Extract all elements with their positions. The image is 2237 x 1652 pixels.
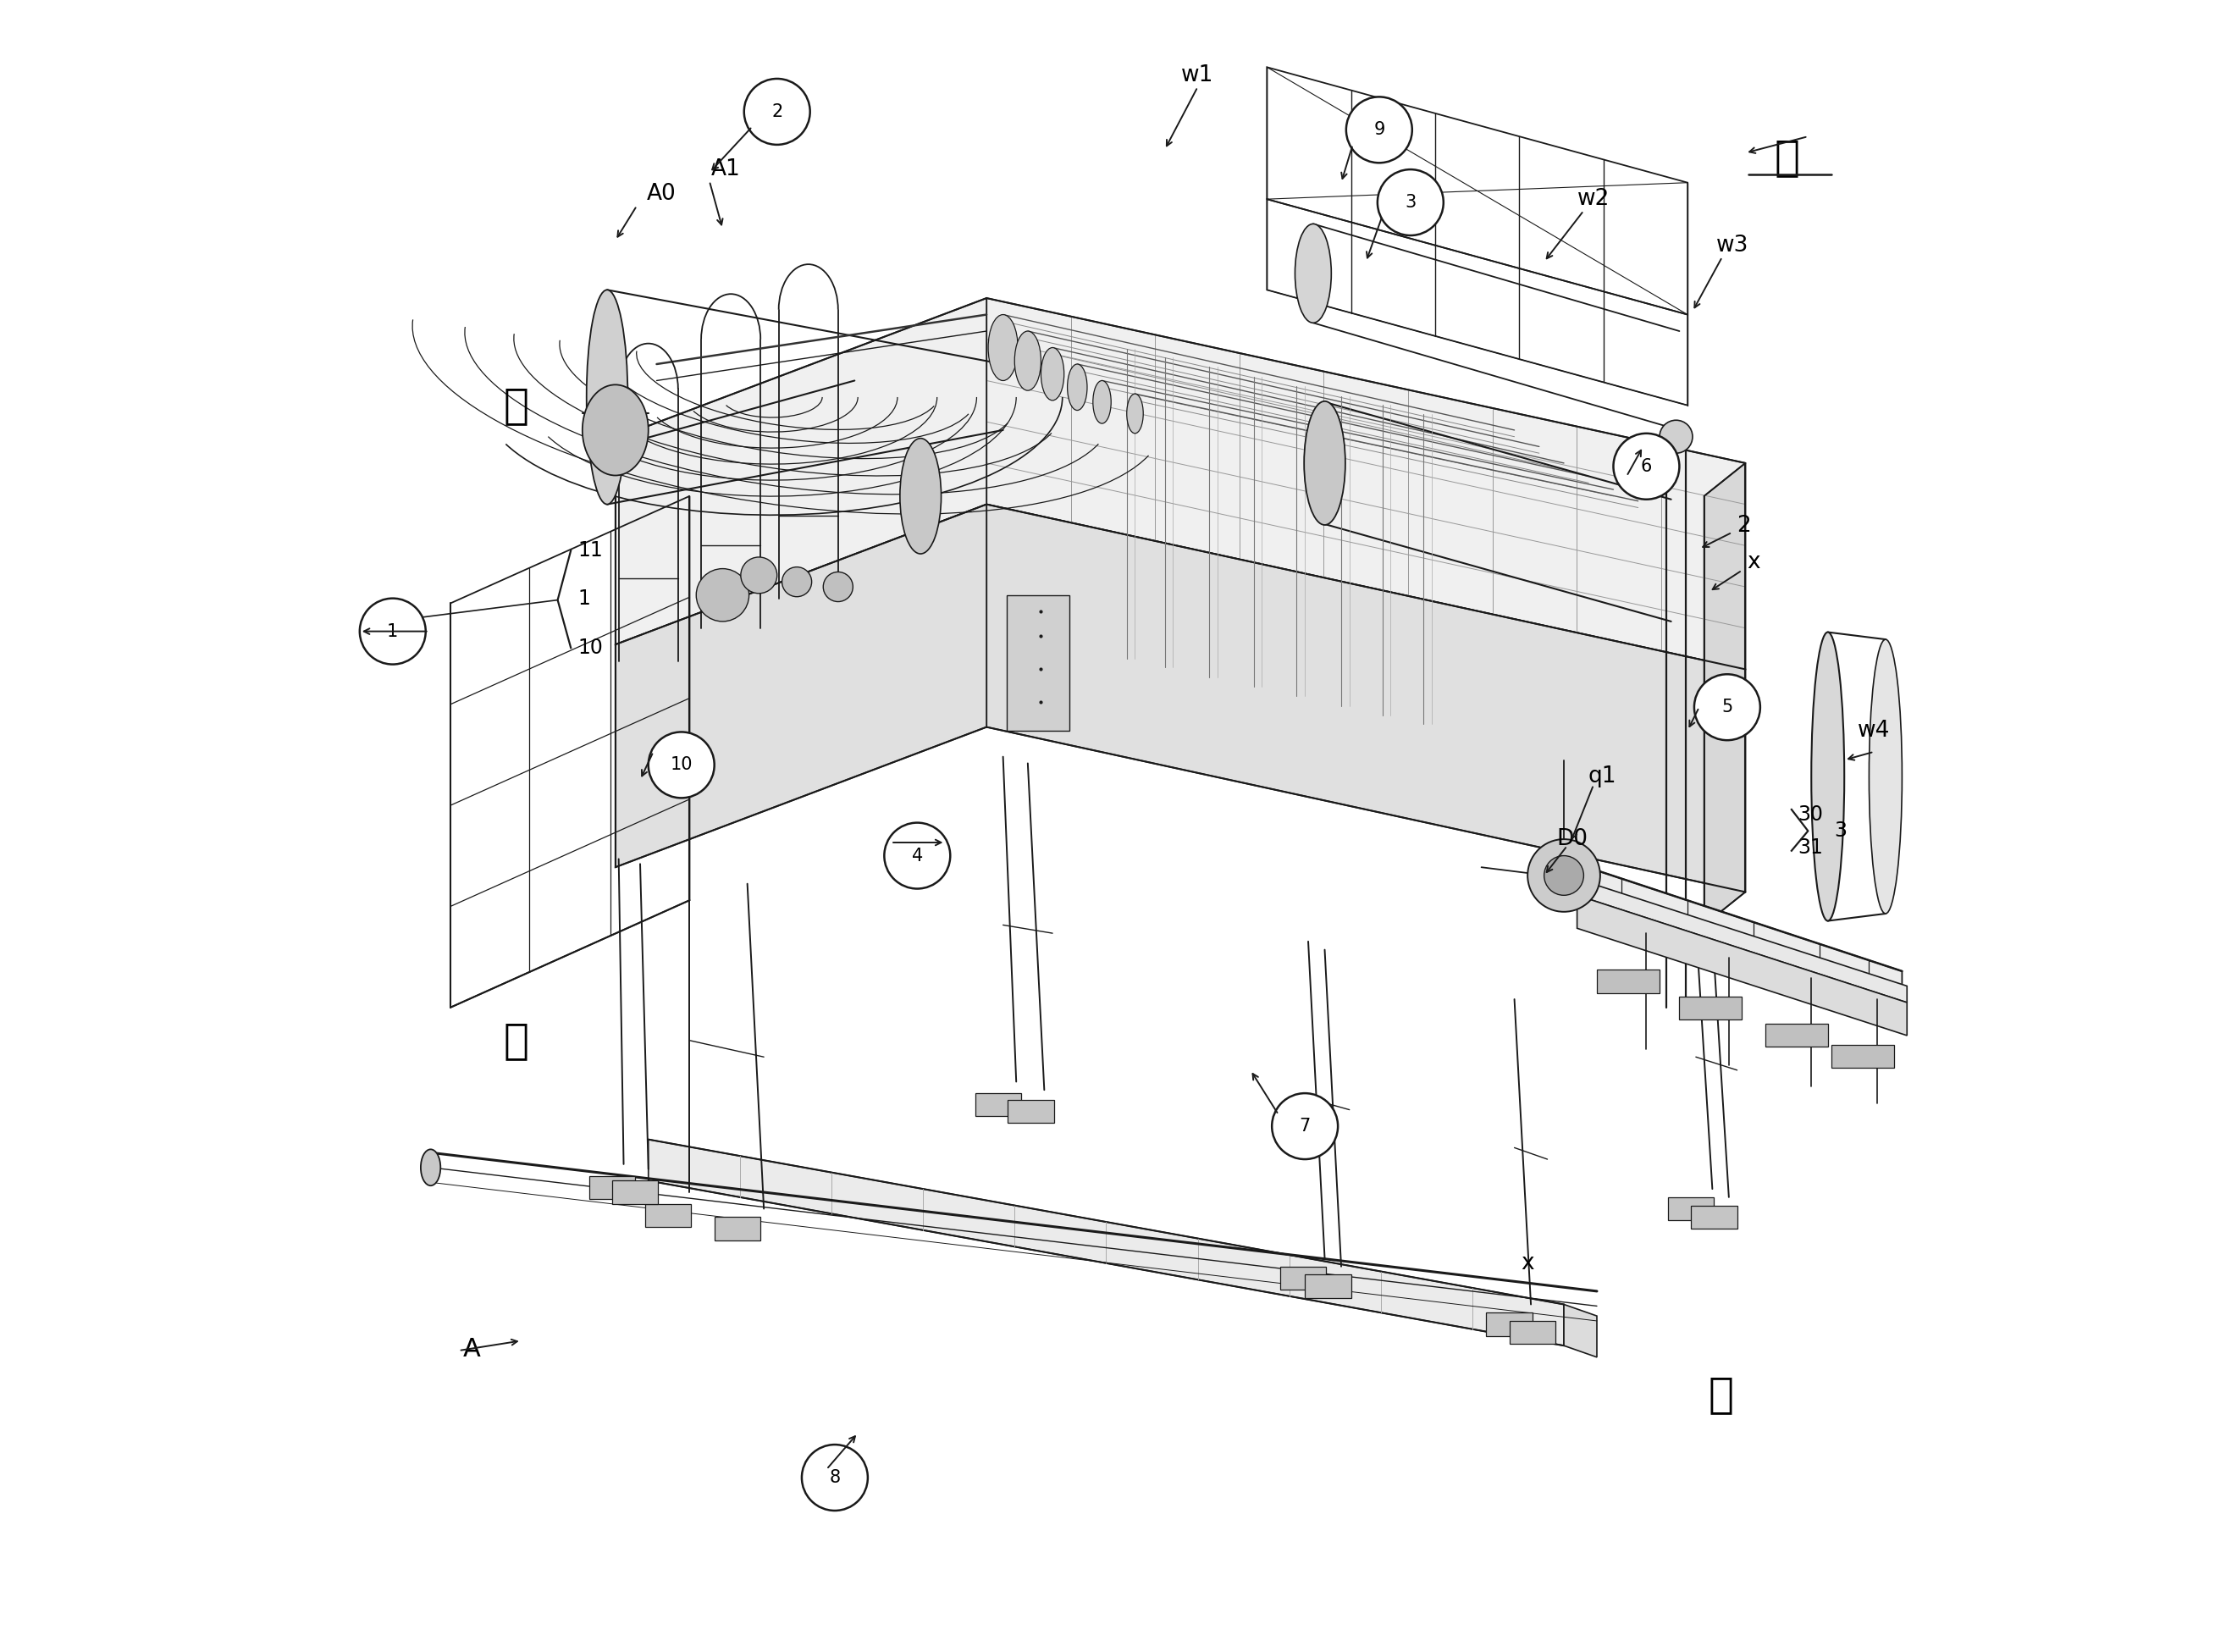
Circle shape — [696, 568, 749, 621]
Text: 前: 前 — [1707, 1374, 1734, 1416]
Text: 31: 31 — [1799, 838, 1823, 857]
Polygon shape — [1577, 895, 1906, 1036]
Text: 右: 右 — [503, 1021, 530, 1061]
Text: 6: 6 — [1640, 458, 1653, 474]
Circle shape — [1273, 1094, 1338, 1160]
Bar — [1510, 1322, 1555, 1345]
Circle shape — [801, 1444, 868, 1510]
Polygon shape — [1705, 463, 1745, 925]
Circle shape — [740, 557, 776, 593]
Bar — [1669, 1198, 1714, 1221]
Text: w1: w1 — [1181, 64, 1215, 86]
Polygon shape — [987, 297, 1745, 669]
Circle shape — [1347, 97, 1412, 164]
Ellipse shape — [421, 1150, 441, 1186]
Bar — [1304, 1275, 1351, 1298]
Bar — [613, 1181, 658, 1204]
Polygon shape — [987, 504, 1745, 892]
Text: 10: 10 — [671, 757, 693, 773]
Ellipse shape — [1067, 363, 1087, 410]
Bar — [1597, 970, 1660, 993]
Text: 2: 2 — [772, 102, 783, 121]
Ellipse shape — [582, 385, 649, 476]
Bar — [1485, 1313, 1532, 1336]
Circle shape — [1378, 170, 1443, 236]
Circle shape — [1693, 674, 1761, 740]
Ellipse shape — [1016, 330, 1040, 390]
Circle shape — [1528, 839, 1599, 912]
Bar — [1765, 1024, 1828, 1047]
Ellipse shape — [1094, 380, 1112, 423]
Bar — [588, 1176, 635, 1199]
Bar — [714, 1218, 761, 1241]
Polygon shape — [1573, 862, 1901, 1016]
Ellipse shape — [899, 438, 942, 553]
Text: 5: 5 — [1722, 699, 1734, 715]
Text: D0: D0 — [1557, 828, 1588, 851]
Ellipse shape — [1295, 225, 1331, 322]
Text: 后: 后 — [503, 385, 530, 426]
Bar — [1691, 1206, 1738, 1229]
Text: 3: 3 — [1834, 821, 1848, 841]
Polygon shape — [615, 504, 987, 867]
Circle shape — [649, 732, 714, 798]
Circle shape — [884, 823, 951, 889]
Text: 7: 7 — [1300, 1118, 1311, 1135]
Ellipse shape — [586, 289, 629, 504]
Ellipse shape — [989, 314, 1018, 380]
Ellipse shape — [1870, 639, 1901, 914]
Bar — [975, 1094, 1020, 1117]
Circle shape — [1660, 420, 1693, 453]
Polygon shape — [615, 297, 987, 644]
Text: A1: A1 — [711, 159, 740, 180]
Circle shape — [360, 598, 425, 664]
Circle shape — [1613, 433, 1680, 499]
Text: 9: 9 — [1374, 121, 1385, 139]
Circle shape — [823, 572, 852, 601]
Ellipse shape — [1812, 633, 1843, 920]
Bar — [1280, 1267, 1327, 1290]
Ellipse shape — [1304, 401, 1344, 525]
Bar — [1832, 1044, 1895, 1067]
Text: 4: 4 — [913, 847, 924, 864]
Text: w3: w3 — [1716, 235, 1749, 256]
Text: 30: 30 — [1799, 805, 1823, 824]
Polygon shape — [1577, 879, 1906, 1003]
Text: q1: q1 — [1588, 765, 1615, 788]
Circle shape — [783, 567, 812, 596]
Polygon shape — [649, 1140, 1564, 1346]
Bar — [1680, 996, 1743, 1019]
Circle shape — [745, 79, 810, 145]
Polygon shape — [1564, 1305, 1597, 1358]
Text: A: A — [463, 1336, 481, 1361]
Text: w2: w2 — [1577, 188, 1611, 210]
Ellipse shape — [1127, 393, 1143, 433]
Text: 8: 8 — [830, 1469, 841, 1487]
Text: 1: 1 — [387, 623, 398, 639]
Ellipse shape — [1040, 347, 1065, 400]
Circle shape — [1544, 856, 1584, 895]
Bar — [644, 1204, 691, 1227]
Text: x: x — [1521, 1252, 1535, 1274]
Text: 1: 1 — [577, 588, 591, 608]
Text: w4: w4 — [1857, 719, 1890, 742]
Text: 3: 3 — [1405, 193, 1416, 211]
Bar — [1009, 1100, 1054, 1123]
Text: 左: 左 — [1774, 137, 1799, 178]
Text: A0: A0 — [646, 183, 676, 205]
Text: 11: 11 — [577, 540, 602, 560]
Text: 10: 10 — [577, 638, 602, 657]
Text: x: x — [1747, 552, 1761, 573]
Bar — [1007, 595, 1069, 730]
Text: 2: 2 — [1736, 515, 1752, 537]
